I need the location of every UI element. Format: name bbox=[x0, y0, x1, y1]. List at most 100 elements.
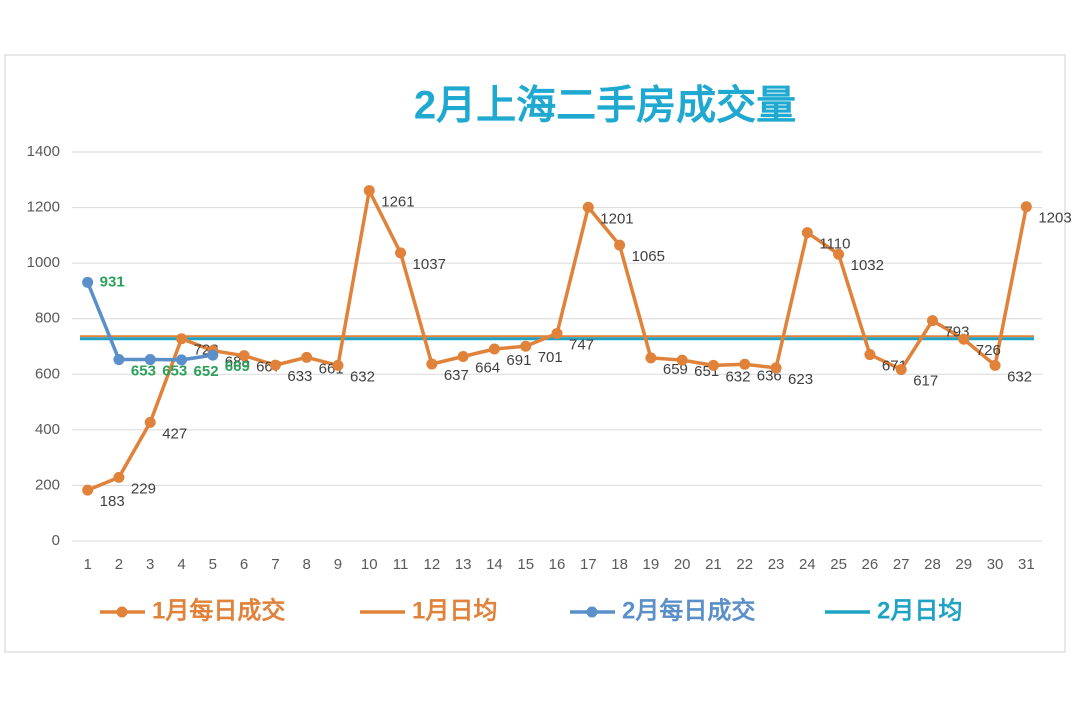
data-label: 623 bbox=[788, 371, 813, 388]
x-tick-label: 25 bbox=[830, 556, 847, 573]
data-point bbox=[176, 354, 188, 366]
data-point bbox=[707, 359, 719, 371]
data-label: 653 bbox=[162, 363, 187, 380]
data-point bbox=[833, 248, 845, 260]
data-label: 726 bbox=[976, 342, 1001, 359]
data-label: 632 bbox=[350, 368, 375, 385]
data-label: 633 bbox=[287, 368, 312, 385]
data-label: 229 bbox=[131, 480, 156, 497]
x-tick-label: 14 bbox=[486, 556, 503, 573]
data-point bbox=[551, 327, 563, 339]
data-point bbox=[457, 351, 469, 363]
data-point bbox=[645, 352, 657, 364]
data-point bbox=[676, 354, 688, 366]
x-tick-label: 4 bbox=[177, 556, 185, 573]
x-tick-label: 18 bbox=[611, 556, 628, 573]
data-point bbox=[144, 416, 156, 428]
x-tick-label: 8 bbox=[303, 556, 311, 573]
x-tick-label: 15 bbox=[517, 556, 534, 573]
x-tick-label: 23 bbox=[768, 556, 785, 573]
data-label: 1261 bbox=[381, 194, 414, 211]
chart-title: 2月上海二手房成交量 bbox=[414, 84, 796, 128]
data-point bbox=[113, 354, 125, 366]
data-point bbox=[488, 343, 500, 355]
x-tick-label: 13 bbox=[455, 556, 472, 573]
y-tick-label: 200 bbox=[35, 476, 60, 493]
x-tick-label: 22 bbox=[736, 556, 753, 573]
x-tick-label: 20 bbox=[674, 556, 691, 573]
data-point bbox=[864, 349, 876, 361]
data-label: 1201 bbox=[600, 210, 633, 227]
x-tick-label: 3 bbox=[146, 556, 154, 573]
data-label: 1065 bbox=[632, 248, 665, 265]
data-point bbox=[395, 247, 407, 259]
data-point bbox=[614, 239, 626, 251]
y-tick-label: 1000 bbox=[27, 254, 60, 271]
data-label: 653 bbox=[131, 363, 156, 380]
data-label: 183 bbox=[100, 493, 125, 510]
x-tick-label: 30 bbox=[987, 556, 1004, 573]
x-tick-label: 7 bbox=[271, 556, 279, 573]
x-tick-label: 6 bbox=[240, 556, 248, 573]
x-tick-label: 16 bbox=[549, 556, 566, 573]
data-label: 747 bbox=[569, 336, 594, 353]
data-point bbox=[582, 201, 594, 213]
legend-marker bbox=[116, 606, 128, 618]
legend-label: 2月每日成交 bbox=[622, 596, 755, 624]
legend-label: 1月每日成交 bbox=[152, 596, 285, 624]
data-label: 1037 bbox=[413, 256, 446, 273]
y-tick-label: 400 bbox=[35, 421, 60, 438]
y-tick-label: 1200 bbox=[27, 199, 60, 216]
data-point bbox=[926, 315, 938, 327]
data-label: 701 bbox=[538, 349, 563, 366]
data-label: 1203 bbox=[1038, 210, 1071, 227]
data-point bbox=[1020, 201, 1032, 213]
legend-label: 2月日均 bbox=[877, 596, 962, 624]
data-point bbox=[958, 333, 970, 345]
y-tick-label: 800 bbox=[35, 310, 60, 327]
x-tick-label: 17 bbox=[580, 556, 597, 573]
y-tick-label: 0 bbox=[52, 532, 60, 549]
x-tick-label: 27 bbox=[893, 556, 910, 573]
x-tick-label: 19 bbox=[643, 556, 660, 573]
data-label: 691 bbox=[506, 352, 531, 369]
data-point bbox=[426, 358, 438, 370]
x-tick-label: 1 bbox=[83, 556, 91, 573]
x-tick-label: 26 bbox=[862, 556, 879, 573]
x-tick-label: 29 bbox=[955, 556, 972, 573]
data-point bbox=[207, 349, 219, 361]
y-tick-label: 600 bbox=[35, 365, 60, 382]
x-tick-label: 9 bbox=[334, 556, 342, 573]
data-point bbox=[895, 364, 907, 376]
data-label: 617 bbox=[913, 373, 938, 390]
data-label: 637 bbox=[444, 367, 469, 384]
data-label: 427 bbox=[162, 425, 187, 442]
x-tick-label: 5 bbox=[209, 556, 217, 573]
data-label: 632 bbox=[725, 368, 750, 385]
data-point bbox=[176, 333, 188, 345]
chart-frame bbox=[4, 54, 1066, 653]
data-label: 1032 bbox=[851, 257, 884, 274]
x-tick-label: 10 bbox=[361, 556, 378, 573]
data-point bbox=[520, 340, 532, 352]
data-point bbox=[801, 227, 813, 239]
x-tick-label: 24 bbox=[799, 556, 816, 573]
x-tick-label: 12 bbox=[423, 556, 440, 573]
data-label: 652 bbox=[194, 363, 219, 380]
data-point bbox=[113, 471, 125, 483]
x-tick-label: 21 bbox=[705, 556, 722, 573]
data-point bbox=[82, 276, 94, 288]
legend-marker bbox=[586, 606, 598, 618]
x-tick-label: 11 bbox=[393, 556, 409, 573]
data-label: 664 bbox=[475, 359, 500, 376]
data-label: 931 bbox=[100, 273, 125, 290]
data-point bbox=[82, 484, 94, 496]
x-tick-label: 31 bbox=[1018, 556, 1035, 573]
data-point bbox=[739, 358, 751, 370]
data-point bbox=[989, 359, 1001, 371]
y-tick-label: 1400 bbox=[27, 143, 60, 160]
data-point bbox=[269, 359, 281, 371]
data-point bbox=[332, 359, 344, 371]
data-label: 669 bbox=[225, 358, 250, 375]
